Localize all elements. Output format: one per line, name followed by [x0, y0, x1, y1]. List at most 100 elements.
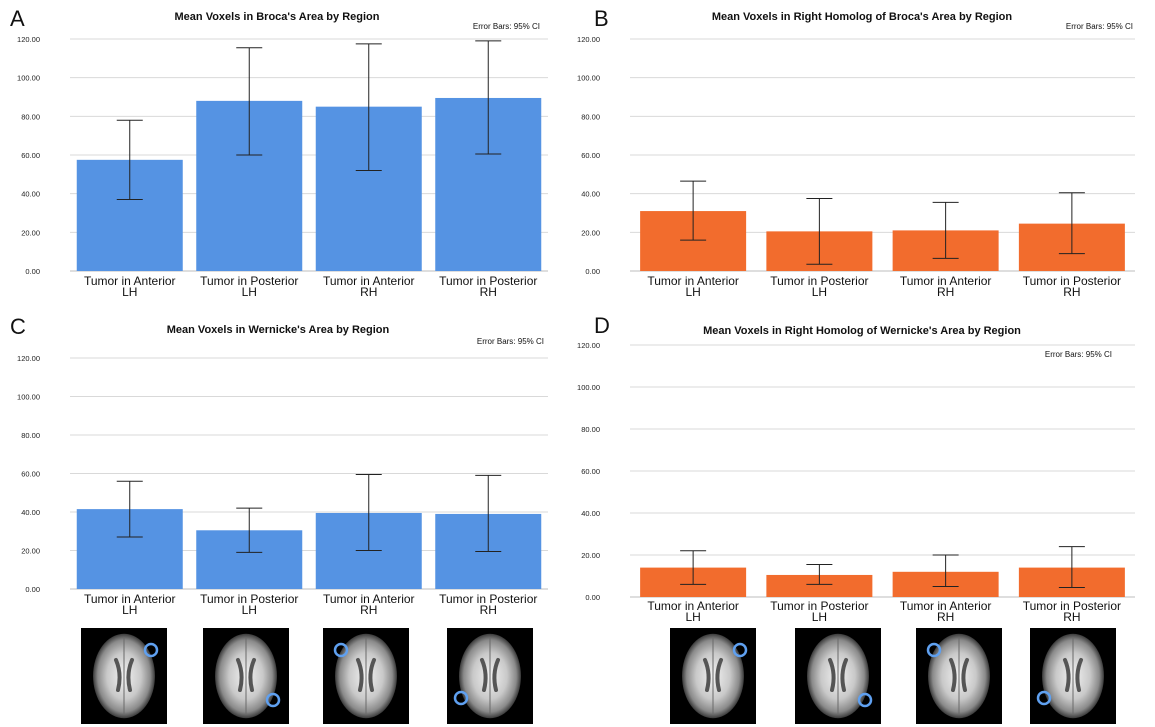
x-tick-label: RH — [1063, 610, 1080, 624]
brain-ventricles — [949, 658, 969, 692]
y-tick-label: 40.00 — [581, 190, 600, 199]
x-tick-label: RH — [937, 285, 954, 299]
brain-thumbnails — [81, 628, 1116, 724]
chart-title: Mean Voxels in Right Homolog of Broca's … — [712, 11, 1013, 23]
chart-title: Mean Voxels in Wernicke's Area by Region — [167, 324, 390, 336]
x-tick-label: RH — [1063, 285, 1080, 299]
panel-label: A — [10, 6, 25, 31]
brain-ventricles — [828, 658, 848, 692]
y-tick-label: 40.00 — [21, 508, 40, 517]
y-tick-label: 20.00 — [581, 228, 600, 237]
y-tick-label: 60.00 — [21, 151, 40, 160]
chart-root: A Mean Voxels in Broca's Area by Region Er… — [10, 6, 1135, 624]
x-tick-label: LH — [242, 603, 257, 617]
y-tick-label: 0.00 — [585, 593, 600, 602]
y-tick-label: 0.00 — [25, 267, 40, 276]
y-tick-label: 80.00 — [21, 112, 40, 121]
x-tick-label: LH — [685, 610, 700, 624]
x-tick-label: LH — [122, 285, 137, 299]
x-tick-label: Tumor in Posterior — [200, 274, 298, 288]
x-tick-label: LH — [685, 285, 700, 299]
tumor-location-marker — [732, 642, 748, 658]
brain-ventricles — [480, 658, 500, 692]
tumor-location-marker — [143, 642, 159, 658]
y-tick-label: 60.00 — [21, 470, 40, 479]
panel-label: C — [10, 314, 26, 339]
chart-panel-c: C Mean Voxels in Wernicke's Area by Regio… — [10, 314, 548, 617]
chart-panel-d: D Mean Voxels in Right Homolog of Wernick… — [577, 313, 1135, 624]
tumor-location-marker — [1036, 690, 1052, 706]
x-tick-label: LH — [242, 285, 257, 299]
brain-thumbnail — [447, 628, 533, 724]
y-tick-label: 100.00 — [577, 383, 600, 392]
chart-title: Mean Voxels in Right Homolog of Wernicke… — [703, 325, 1021, 337]
y-tick-label: 120.00 — [577, 35, 600, 44]
tumor-location-marker — [265, 692, 281, 708]
brain-ventricles — [236, 658, 256, 692]
error-bar-note: Error Bars: 95% CI — [1045, 350, 1112, 359]
x-tick-label: Tumor in Anterior — [323, 274, 415, 288]
bar — [766, 574, 873, 597]
y-tick-label: 80.00 — [581, 112, 600, 121]
panel-label: B — [594, 6, 609, 31]
x-tick-label: RH — [937, 610, 954, 624]
y-tick-label: 100.00 — [17, 393, 40, 402]
tumor-location-marker — [926, 642, 942, 658]
y-tick-label: 60.00 — [581, 151, 600, 160]
y-tick-label: 20.00 — [21, 228, 40, 237]
brain-thumbnail — [81, 628, 167, 724]
x-tick-label: Tumor in Anterior — [323, 592, 415, 606]
x-tick-label: Tumor in Anterior — [900, 274, 992, 288]
y-tick-label: 0.00 — [585, 267, 600, 276]
x-tick-label: RH — [360, 285, 377, 299]
x-tick-label: LH — [122, 603, 137, 617]
x-tick-label: Tumor in Posterior — [200, 592, 298, 606]
brain-thumbnail — [916, 628, 1002, 724]
y-tick-label: 60.00 — [581, 467, 600, 476]
brain-thumbnail — [670, 628, 756, 724]
x-tick-label: RH — [360, 603, 377, 617]
brain-thumbnail — [1030, 628, 1116, 724]
x-tick-label: LH — [812, 610, 827, 624]
x-tick-label: Tumor in Posterior — [1023, 599, 1121, 613]
y-tick-label: 120.00 — [577, 341, 600, 350]
y-tick-label: 40.00 — [581, 509, 600, 518]
tumor-location-marker — [857, 692, 873, 708]
brain-ventricles — [114, 658, 134, 692]
brain-ventricles — [1063, 658, 1083, 692]
y-tick-label: 20.00 — [581, 551, 600, 560]
y-tick-label: 40.00 — [21, 190, 40, 199]
tumor-location-marker — [453, 690, 469, 706]
y-tick-label: 20.00 — [21, 547, 40, 556]
brain-ventricles — [356, 658, 376, 692]
y-tick-label: 120.00 — [17, 35, 40, 44]
x-tick-label: Tumor in Anterior — [900, 599, 992, 613]
panel-label: D — [594, 313, 610, 338]
x-tick-label: Tumor in Anterior — [84, 274, 176, 288]
x-tick-label: Tumor in Posterior — [439, 274, 537, 288]
x-tick-label: Tumor in Anterior — [84, 592, 176, 606]
y-tick-label: 100.00 — [17, 74, 40, 83]
y-tick-label: 120.00 — [17, 354, 40, 363]
brain-thumbnail — [203, 628, 289, 724]
chart-panel-a: A Mean Voxels in Broca's Area by Region Er… — [10, 6, 548, 299]
brain-ventricles — [703, 658, 723, 692]
y-tick-label: 100.00 — [577, 74, 600, 83]
brain-thumbnail — [795, 628, 881, 724]
x-tick-label: Tumor in Posterior — [770, 274, 868, 288]
y-tick-label: 80.00 — [21, 431, 40, 440]
x-tick-label: Tumor in Posterior — [1023, 274, 1121, 288]
y-tick-label: 0.00 — [25, 585, 40, 594]
x-tick-label: Tumor in Posterior — [439, 592, 537, 606]
x-tick-label: LH — [812, 285, 827, 299]
x-tick-label: RH — [480, 603, 497, 617]
x-tick-label: Tumor in Anterior — [647, 599, 739, 613]
x-tick-label: RH — [480, 285, 497, 299]
x-tick-label: Tumor in Anterior — [647, 274, 739, 288]
error-bar-note: Error Bars: 95% CI — [477, 337, 544, 346]
error-bar-note: Error Bars: 95% CI — [1066, 22, 1133, 31]
error-bar-note: Error Bars: 95% CI — [473, 22, 540, 31]
brain-thumbnail — [323, 628, 409, 724]
chart-panel-b: B Mean Voxels in Right Homolog of Broca's… — [577, 6, 1135, 299]
